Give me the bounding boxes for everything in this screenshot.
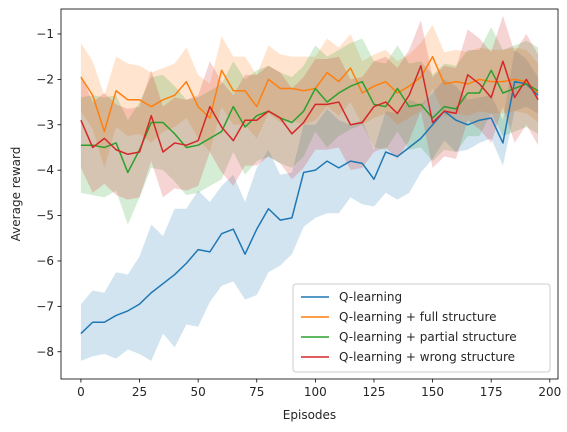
legend: Q-learning Q-learning + full structure Q-l… (292, 283, 551, 373)
line-series-2 (80, 69, 539, 174)
x-axis-ticks: 0 25 50 75 100 125 150 175 200 (77, 379, 561, 399)
y-tick-label: −1 (36, 27, 54, 41)
x-tick-label: 125 (363, 385, 386, 399)
y-tick-label: −8 (36, 345, 54, 359)
y-tick-label: −7 (36, 299, 54, 313)
x-tick-label: 175 (480, 385, 503, 399)
x-axis-label: Episodes (283, 408, 336, 422)
line-series-0 (80, 80, 539, 335)
legend-entry-label: Q-learning + partial structure (339, 330, 517, 344)
x-tick-label: 0 (77, 385, 85, 399)
x-tick-label: 200 (538, 385, 561, 399)
y-axis-label: Average reward (9, 147, 23, 242)
legend-entry-label: Q-learning + wrong structure (339, 350, 515, 364)
line-series-3 (80, 60, 539, 156)
line-series-1 (80, 55, 539, 133)
legend-entry-label: Q-learning + full structure (339, 310, 497, 324)
x-tick-label: 75 (249, 385, 264, 399)
band-series-1 (80, 24, 539, 168)
series-lines (80, 55, 539, 335)
y-tick-label: −3 (36, 118, 54, 132)
y-axis-ticks: −8 −7 −6 −5 −4 −3 −2 −1 (36, 27, 61, 359)
y-tick-label: −2 (36, 72, 54, 86)
legend-entry-label: Q-learning (339, 290, 402, 304)
x-tick-label: 150 (421, 385, 444, 399)
band-series-3 (80, 15, 539, 200)
band-series-0 (80, 49, 539, 361)
x-tick-label: 25 (132, 385, 147, 399)
x-tick-label: 50 (191, 385, 206, 399)
x-tick-label: 100 (304, 385, 327, 399)
y-tick-label: −6 (36, 254, 54, 268)
y-tick-label: −4 (36, 163, 54, 177)
y-tick-label: −5 (36, 209, 54, 223)
plot-frame (60, 8, 559, 380)
legend-box (292, 283, 551, 373)
